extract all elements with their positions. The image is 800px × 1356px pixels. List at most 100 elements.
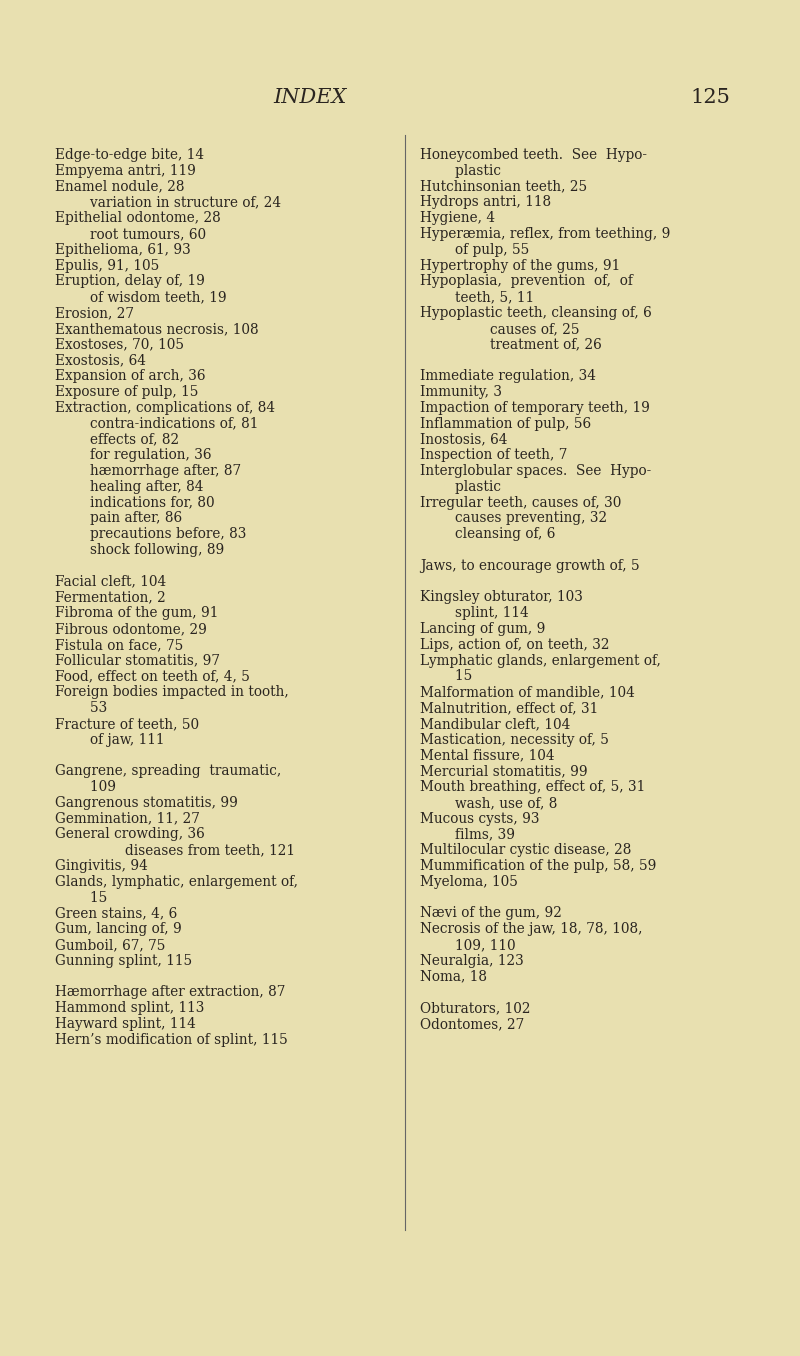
Text: Gum, lancing of, 9: Gum, lancing of, 9 xyxy=(55,922,182,936)
Text: for regulation, 36: for regulation, 36 xyxy=(55,449,211,462)
Text: Hypoplasia,  prevention  of,  of: Hypoplasia, prevention of, of xyxy=(420,274,633,289)
Text: Immediate regulation, 34: Immediate regulation, 34 xyxy=(420,369,596,384)
Text: contra-indications of, 81: contra-indications of, 81 xyxy=(55,416,258,431)
Text: Hypoplastic teeth, cleansing of, 6: Hypoplastic teeth, cleansing of, 6 xyxy=(420,306,652,320)
Text: causes of, 25: causes of, 25 xyxy=(420,321,579,336)
Text: Gemmination, 11, 27: Gemmination, 11, 27 xyxy=(55,812,200,826)
Text: Fibroma of the gum, 91: Fibroma of the gum, 91 xyxy=(55,606,218,620)
Text: Expansion of arch, 36: Expansion of arch, 36 xyxy=(55,369,206,384)
Text: Gumboil, 67, 75: Gumboil, 67, 75 xyxy=(55,938,166,952)
Text: healing after, 84: healing after, 84 xyxy=(55,480,203,494)
Text: Exostoses, 70, 105: Exostoses, 70, 105 xyxy=(55,338,184,351)
Text: Fermentation, 2: Fermentation, 2 xyxy=(55,590,166,605)
Text: Gingivitis, 94: Gingivitis, 94 xyxy=(55,858,148,873)
Text: Mucous cysts, 93: Mucous cysts, 93 xyxy=(420,812,539,826)
Text: Hygiene, 4: Hygiene, 4 xyxy=(420,212,495,225)
Text: precautions before, 83: precautions before, 83 xyxy=(55,527,246,541)
Text: films, 39: films, 39 xyxy=(420,827,515,842)
Text: Malnutrition, effect of, 31: Malnutrition, effect of, 31 xyxy=(420,701,598,715)
Text: Jaws, to encourage growth of, 5: Jaws, to encourage growth of, 5 xyxy=(420,559,640,572)
Text: Food, effect on teeth of, 4, 5: Food, effect on teeth of, 4, 5 xyxy=(55,670,250,683)
Text: shock following, 89: shock following, 89 xyxy=(55,542,224,557)
Text: plastic: plastic xyxy=(420,480,501,494)
Text: effects of, 82: effects of, 82 xyxy=(55,433,179,446)
Text: Mastication, necessity of, 5: Mastication, necessity of, 5 xyxy=(420,732,609,747)
Text: indications for, 80: indications for, 80 xyxy=(55,495,214,510)
Text: Gangrenous stomatitis, 99: Gangrenous stomatitis, 99 xyxy=(55,796,238,810)
Text: Mercurial stomatitis, 99: Mercurial stomatitis, 99 xyxy=(420,765,588,778)
Text: Facial cleft, 104: Facial cleft, 104 xyxy=(55,575,166,589)
Text: Epithelioma, 61, 93: Epithelioma, 61, 93 xyxy=(55,243,190,256)
Text: Hayward splint, 114: Hayward splint, 114 xyxy=(55,1017,196,1031)
Text: pain after, 86: pain after, 86 xyxy=(55,511,182,525)
Text: Hæmorrhage after extraction, 87: Hæmorrhage after extraction, 87 xyxy=(55,986,286,999)
Text: Lancing of gum, 9: Lancing of gum, 9 xyxy=(420,622,546,636)
Text: Lymphatic glands, enlargement of,: Lymphatic glands, enlargement of, xyxy=(420,654,661,667)
Text: causes preventing, 32: causes preventing, 32 xyxy=(420,511,607,525)
Text: Eruption, delay of, 19: Eruption, delay of, 19 xyxy=(55,274,205,289)
Text: Hydrops antri, 118: Hydrops antri, 118 xyxy=(420,195,551,209)
Text: Epulis, 91, 105: Epulis, 91, 105 xyxy=(55,259,159,273)
Text: Hypertrophy of the gums, 91: Hypertrophy of the gums, 91 xyxy=(420,259,620,273)
Text: Edge-to-edge bite, 14: Edge-to-edge bite, 14 xyxy=(55,148,204,161)
Text: hæmorrhage after, 87: hæmorrhage after, 87 xyxy=(55,464,241,479)
Text: Follicular stomatitis, 97: Follicular stomatitis, 97 xyxy=(55,654,220,667)
Text: of jaw, 111: of jaw, 111 xyxy=(55,732,165,747)
Text: Inspection of teeth, 7: Inspection of teeth, 7 xyxy=(420,449,567,462)
Text: Fistula on face, 75: Fistula on face, 75 xyxy=(55,637,183,652)
Text: Enamel nodule, 28: Enamel nodule, 28 xyxy=(55,179,185,194)
Text: Nævi of the gum, 92: Nævi of the gum, 92 xyxy=(420,906,562,921)
Text: Empyema antri, 119: Empyema antri, 119 xyxy=(55,164,196,178)
Text: Myeloma, 105: Myeloma, 105 xyxy=(420,875,518,888)
Text: 53: 53 xyxy=(55,701,107,715)
Text: Gunning splint, 115: Gunning splint, 115 xyxy=(55,953,192,968)
Text: Kingsley obturator, 103: Kingsley obturator, 103 xyxy=(420,590,583,605)
Text: Malformation of mandible, 104: Malformation of mandible, 104 xyxy=(420,685,635,700)
Text: Inostosis, 64: Inostosis, 64 xyxy=(420,433,507,446)
Text: Hammond splint, 113: Hammond splint, 113 xyxy=(55,1001,204,1016)
Text: 109, 110: 109, 110 xyxy=(420,938,516,952)
Text: Irregular teeth, causes of, 30: Irregular teeth, causes of, 30 xyxy=(420,495,622,510)
Text: Impaction of temporary teeth, 19: Impaction of temporary teeth, 19 xyxy=(420,401,650,415)
Text: Erosion, 27: Erosion, 27 xyxy=(55,306,134,320)
Text: 109: 109 xyxy=(55,780,116,795)
Text: Exostosis, 64: Exostosis, 64 xyxy=(55,354,146,367)
Text: Honeycombed teeth.  See  Hypo-: Honeycombed teeth. See Hypo- xyxy=(420,148,647,161)
Text: Noma, 18: Noma, 18 xyxy=(420,970,487,983)
Text: splint, 114: splint, 114 xyxy=(420,606,529,620)
Text: Lips, action of, on teeth, 32: Lips, action of, on teeth, 32 xyxy=(420,637,610,652)
Text: Exposure of pulp, 15: Exposure of pulp, 15 xyxy=(55,385,198,399)
Text: Inflammation of pulp, 56: Inflammation of pulp, 56 xyxy=(420,416,591,431)
Text: Glands, lymphatic, enlargement of,: Glands, lymphatic, enlargement of, xyxy=(55,875,298,888)
Text: plastic: plastic xyxy=(420,164,501,178)
Text: Exanthematous necrosis, 108: Exanthematous necrosis, 108 xyxy=(55,321,258,336)
Text: teeth, 5, 11: teeth, 5, 11 xyxy=(420,290,534,304)
Text: Hyperæmia, reflex, from teething, 9: Hyperæmia, reflex, from teething, 9 xyxy=(420,226,670,241)
Text: Hern’s modification of splint, 115: Hern’s modification of splint, 115 xyxy=(55,1033,288,1047)
Text: cleansing of, 6: cleansing of, 6 xyxy=(420,527,555,541)
Text: Fracture of teeth, 50: Fracture of teeth, 50 xyxy=(55,717,199,731)
Text: Obturators, 102: Obturators, 102 xyxy=(420,1001,530,1016)
Text: Mummification of the pulp, 58, 59: Mummification of the pulp, 58, 59 xyxy=(420,858,656,873)
Text: Epithelial odontome, 28: Epithelial odontome, 28 xyxy=(55,212,221,225)
Text: 125: 125 xyxy=(690,88,730,107)
Text: Mandibular cleft, 104: Mandibular cleft, 104 xyxy=(420,717,570,731)
Text: diseases from teeth, 121: diseases from teeth, 121 xyxy=(55,843,295,857)
Text: Mental fissure, 104: Mental fissure, 104 xyxy=(420,749,554,762)
Text: 15: 15 xyxy=(55,891,107,904)
Text: Odontomes, 27: Odontomes, 27 xyxy=(420,1017,524,1031)
Text: Multilocular cystic disease, 28: Multilocular cystic disease, 28 xyxy=(420,843,631,857)
Text: Green stains, 4, 6: Green stains, 4, 6 xyxy=(55,906,178,921)
Text: Interglobular spaces.  See  Hypo-: Interglobular spaces. See Hypo- xyxy=(420,464,651,479)
Text: Extraction, complications of, 84: Extraction, complications of, 84 xyxy=(55,401,275,415)
Text: Fibrous odontome, 29: Fibrous odontome, 29 xyxy=(55,622,207,636)
Text: of pulp, 55: of pulp, 55 xyxy=(420,243,530,256)
Text: Hutchinsonian teeth, 25: Hutchinsonian teeth, 25 xyxy=(420,179,587,194)
Text: Gangrene, spreading  traumatic,: Gangrene, spreading traumatic, xyxy=(55,765,282,778)
Text: root tumours, 60: root tumours, 60 xyxy=(55,226,206,241)
Text: Immunity, 3: Immunity, 3 xyxy=(420,385,502,399)
Text: INDEX: INDEX xyxy=(274,88,346,107)
Text: variation in structure of, 24: variation in structure of, 24 xyxy=(55,195,281,209)
Text: Foreign bodies impacted in tooth,: Foreign bodies impacted in tooth, xyxy=(55,685,289,700)
Text: wash, use of, 8: wash, use of, 8 xyxy=(420,796,558,810)
